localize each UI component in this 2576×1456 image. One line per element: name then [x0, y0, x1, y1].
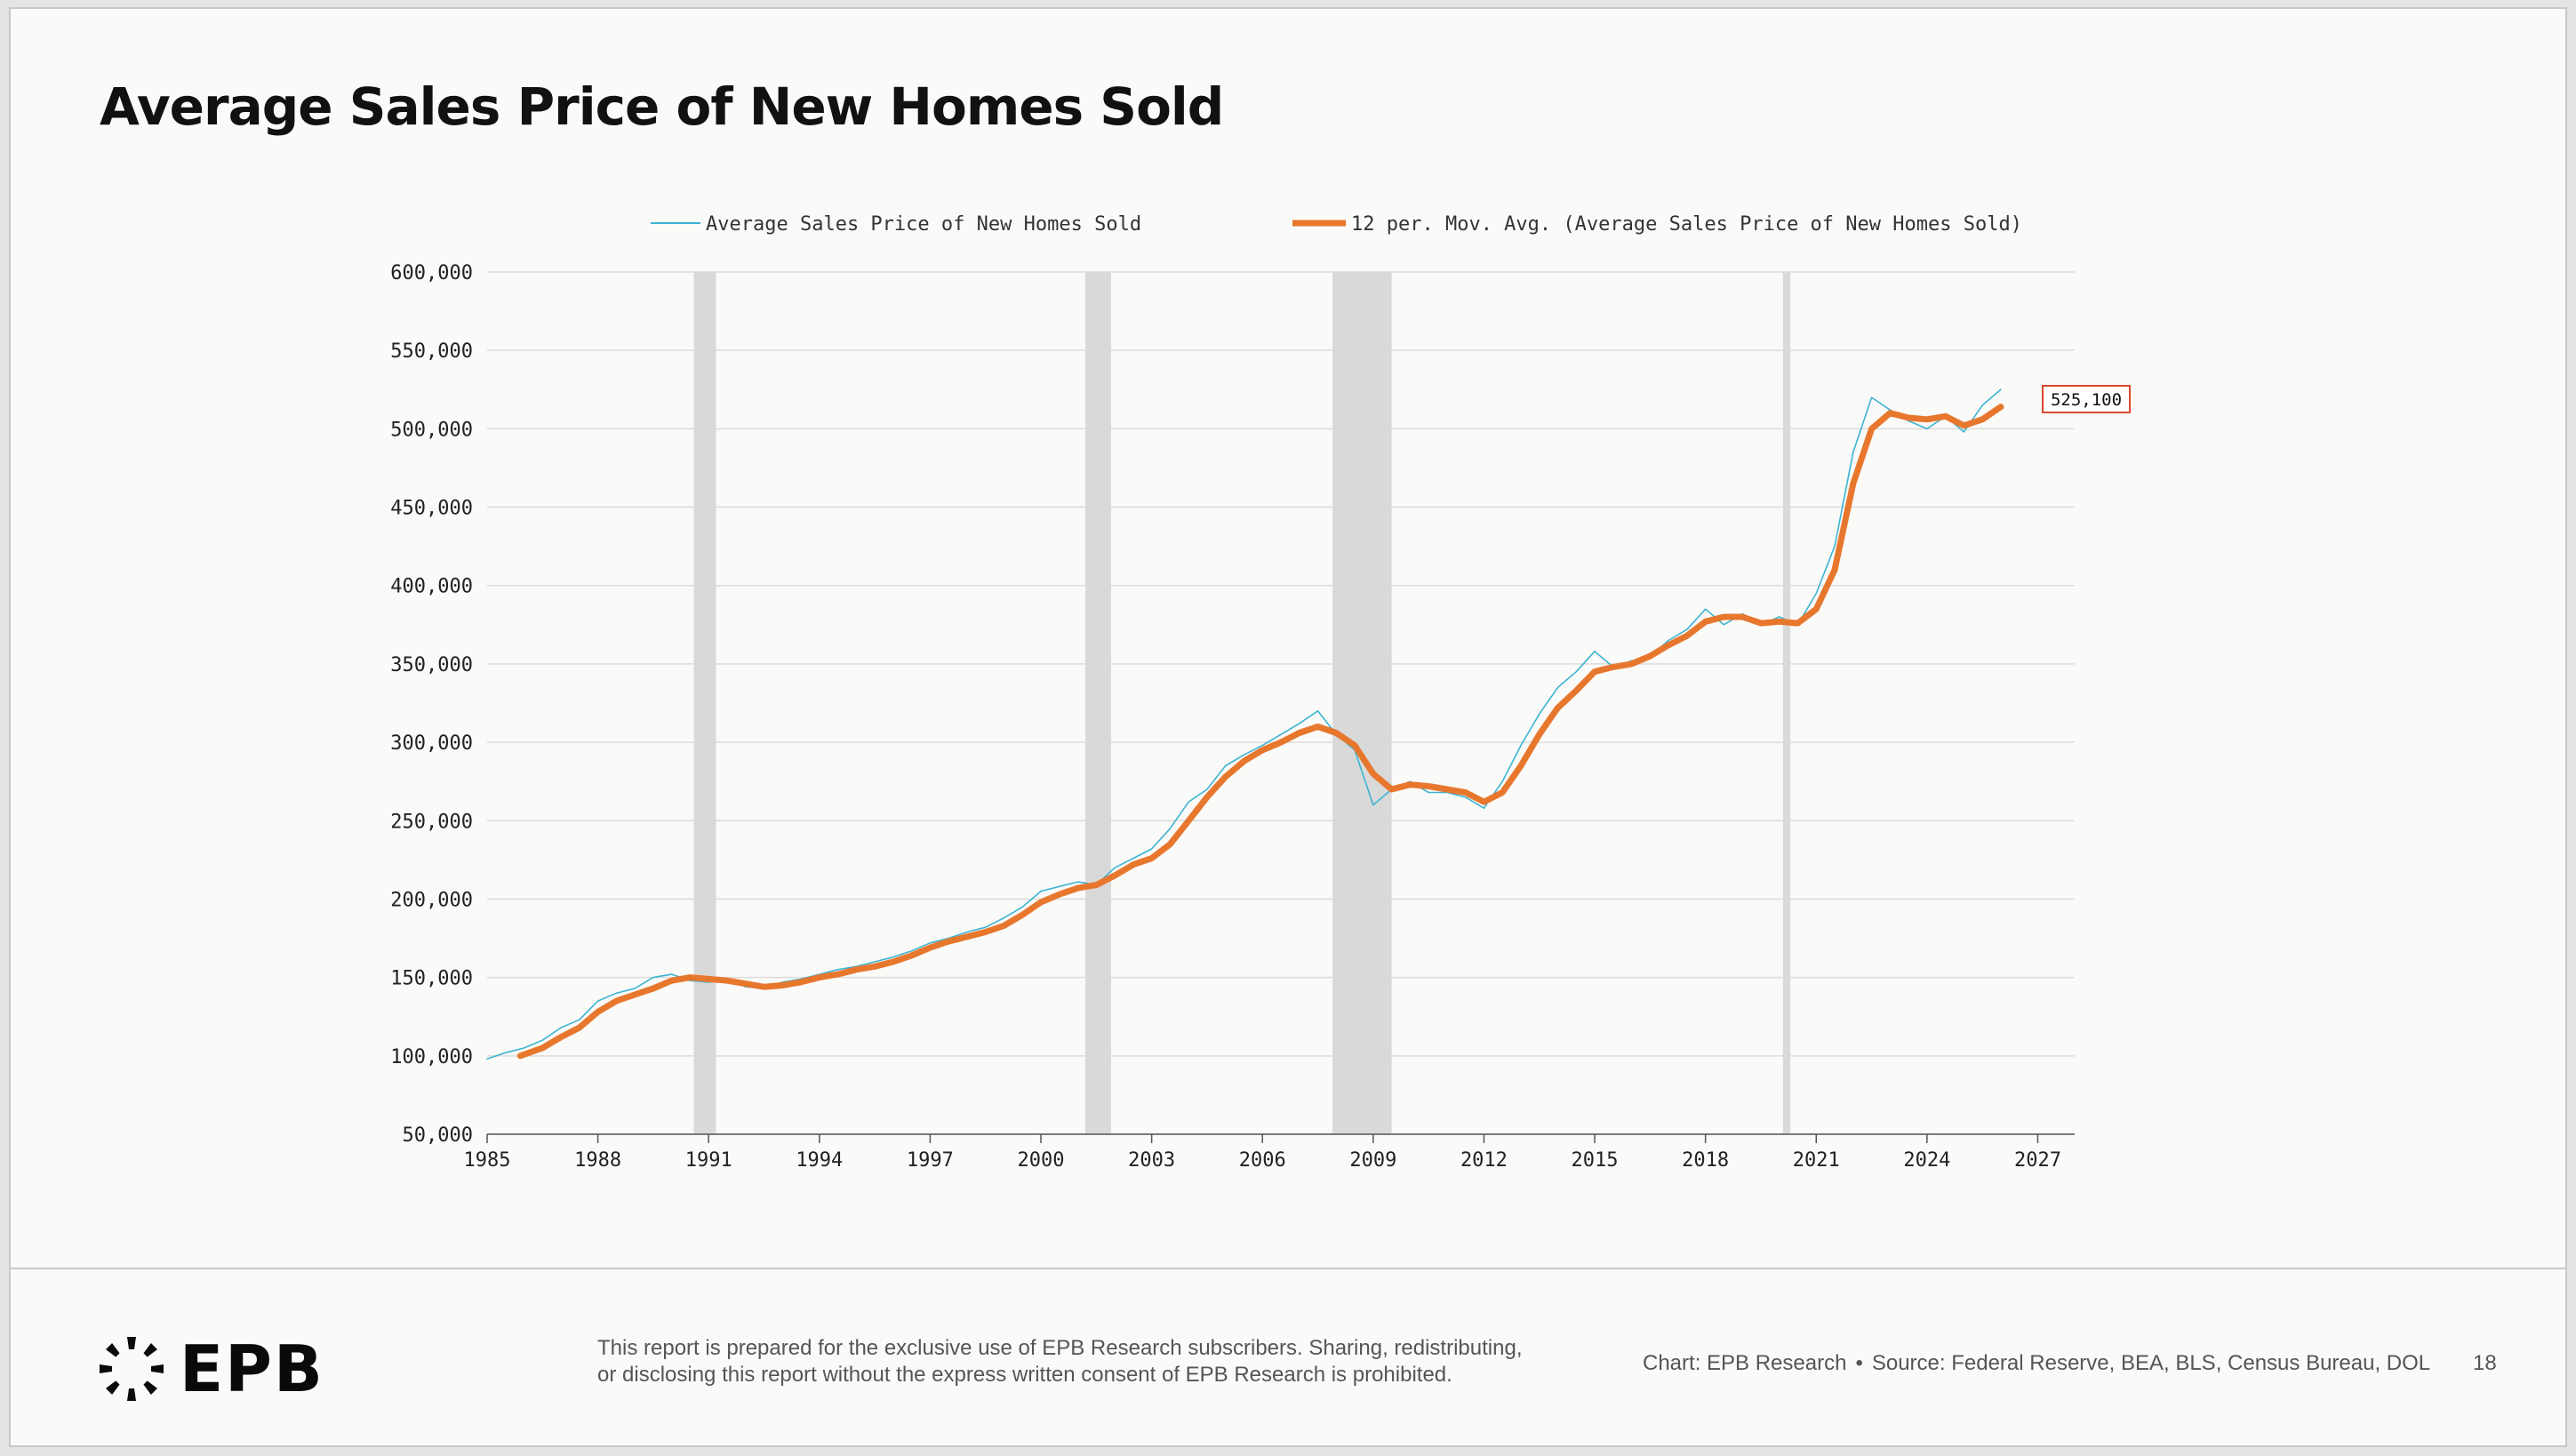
disclaimer-line-2: or disclosing this report without the ex… [597, 1363, 1452, 1387]
separator-dot: • [1855, 1351, 1863, 1375]
chart-credit-label: Chart: EPB Research [1643, 1351, 1847, 1375]
recession-bands [693, 272, 1791, 1134]
slide: Average Sales Price of New Homes Sold 50… [9, 7, 2567, 1447]
x-tick-label: 2000 [1018, 1149, 1065, 1172]
y-tick-label: 350,000 [390, 654, 473, 676]
page-number: 18 [2473, 1351, 2497, 1375]
y-tick-label: 450,000 [390, 498, 473, 520]
y-tick-label: 600,000 [390, 262, 473, 284]
y-tick-label: 300,000 [390, 732, 473, 755]
y-tick-label: 400,000 [390, 576, 473, 598]
x-tick-label: 1991 [685, 1149, 732, 1172]
recession-band [693, 272, 716, 1134]
y-tick-label: 150,000 [390, 968, 473, 990]
legend-label-raw: Average Sales Price of New Homes Sold [706, 213, 1141, 236]
callout-box [2042, 385, 2131, 413]
y-tick-label: 250,000 [390, 811, 473, 833]
x-tick-label: 2024 [1903, 1149, 1950, 1172]
page-title: Average Sales Price of New Homes Sold [100, 76, 1224, 137]
y-tick-label: 500,000 [390, 419, 473, 441]
legend: Average Sales Price of New Homes Sold 12… [651, 213, 2022, 236]
y-tick-label: 50,000 [403, 1124, 473, 1147]
x-tick-label: 1988 [574, 1149, 621, 1172]
x-tick-label: 2018 [1682, 1149, 1729, 1172]
x-tick-label: 2015 [1572, 1149, 1619, 1172]
moving-average-line [516, 404, 2004, 1060]
y-tick-label: 100,000 [390, 1046, 473, 1068]
x-tick-label: 2003 [1128, 1149, 1175, 1172]
axes: 50,000 100,000 150,000 200,000 250,000 300,00… [390, 262, 2075, 1172]
logo-wordmark: EPB [180, 1332, 324, 1406]
y-tick-label: 200,000 [390, 889, 473, 911]
recession-band [1332, 272, 1392, 1134]
x-tick-label: 2012 [1460, 1149, 1508, 1172]
x-tick-label: 1997 [907, 1149, 954, 1172]
series [486, 388, 2004, 1060]
legend-label-ma: 12 per. Mov. Avg. (Average Sales Price o… [1351, 213, 2022, 236]
x-tick-label: 2027 [2014, 1149, 2061, 1172]
gridlines [487, 271, 2075, 1135]
recession-band [1782, 272, 1791, 1134]
footer-divider [11, 1268, 2565, 1269]
x-tick-label: 2009 [1349, 1149, 1396, 1172]
x-tick-label: 2021 [1793, 1149, 1840, 1172]
x-tick-label: 1985 [464, 1149, 511, 1172]
source-credit: Source: Federal Reserve, BEA, BLS, Censu… [1871, 1351, 2431, 1375]
chart-credit: Chart: EPB Research • Source: Federal Rese… [1643, 1351, 2430, 1376]
callout-value: 525,100 [2051, 390, 2122, 410]
last-value-callout: 525,100 [2042, 385, 2131, 413]
epb-logo: EPB [98, 1332, 324, 1406]
chart: 50,000 100,000 150,000 200,000 250,000 300,00… [390, 213, 2131, 1172]
disclaimer: This report is prepared for the exclusiv… [597, 1335, 1575, 1388]
disclaimer-line-1: This report is prepared for the exclusiv… [597, 1336, 1523, 1360]
epb-logo-icon [100, 1337, 164, 1401]
recession-band [1084, 272, 1111, 1134]
x-tick-label: 1994 [796, 1149, 843, 1172]
x-tick-label: 2006 [1239, 1149, 1286, 1172]
y-tick-label: 550,000 [390, 340, 473, 363]
